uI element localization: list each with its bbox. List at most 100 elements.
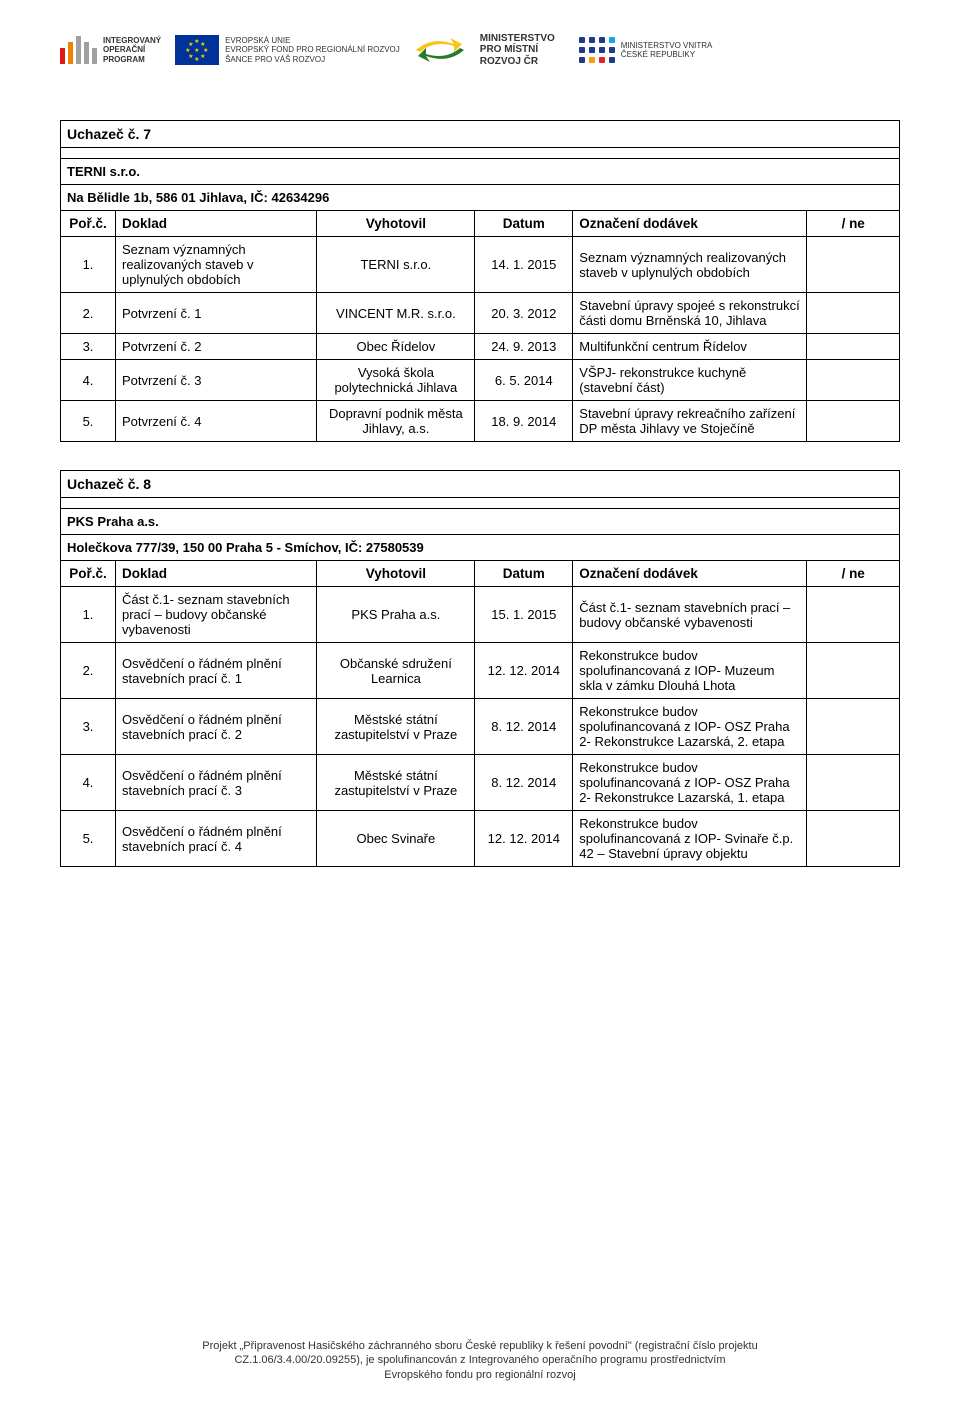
hdr-porc: Poř.č. xyxy=(61,561,116,587)
cell-result xyxy=(807,237,900,293)
cell-doklad: Potvrzení č. 1 xyxy=(116,293,317,334)
cell-vyhotovil: Obec Svinaře xyxy=(317,811,475,867)
hdr-doklad: Doklad xyxy=(116,561,317,587)
cell-datum: 15. 1. 2015 xyxy=(475,587,573,643)
iop-logo: INTEGROVANÝ OPERAČNÍ PROGRAM xyxy=(60,36,161,64)
cell-n: 5. xyxy=(61,401,116,442)
hdr-oznaceni: Označení dodávek xyxy=(573,211,807,237)
cell-vyhotovil: Městské státní zastupitelství v Praze xyxy=(317,699,475,755)
cell-oznaceni: VŠPJ- rekonstrukce kuchyně (stavební čás… xyxy=(573,360,807,401)
cell-n: 1. xyxy=(61,587,116,643)
cell-vyhotovil: Městské státní zastupitelství v Praze xyxy=(317,755,475,811)
cell-result xyxy=(807,755,900,811)
hdr-result: / ne xyxy=(807,561,900,587)
cell-doklad: Potvrzení č. 4 xyxy=(116,401,317,442)
cell-datum: 14. 1. 2015 xyxy=(475,237,573,293)
cell-n: 2. xyxy=(61,293,116,334)
footer: Projekt „Připravenost Hasičského záchran… xyxy=(60,1339,900,1382)
hdr-vyhotovil: Vyhotovil xyxy=(317,561,475,587)
t8-company: PKS Praha a.s. xyxy=(61,509,900,535)
cell-doklad: Část č.1- seznam stavebních prací – budo… xyxy=(116,587,317,643)
cell-vyhotovil: Vysoká škola polytechnická Jihlava xyxy=(317,360,475,401)
cell-n: 2. xyxy=(61,643,116,699)
hdr-datum: Datum xyxy=(475,211,573,237)
cell-doklad: Osvědčení o řádném plnění stavebních pra… xyxy=(116,643,317,699)
hdr-oznaceni: Označení dodávek xyxy=(573,561,807,587)
cell-n: 4. xyxy=(61,755,116,811)
cell-datum: 8. 12. 2014 xyxy=(475,755,573,811)
mvcr-text: MINISTERSTVO VNITRA ČESKÉ REPUBLIKY xyxy=(621,41,713,59)
cell-result xyxy=(807,401,900,442)
cell-vyhotovil: VINCENT M.R. s.r.o. xyxy=(317,293,475,334)
cell-result xyxy=(807,293,900,334)
cell-vyhotovil: TERNI s.r.o. xyxy=(317,237,475,293)
cell-result xyxy=(807,699,900,755)
cell-result xyxy=(807,360,900,401)
cell-doklad: Osvědčení o řádném plnění stavebních pra… xyxy=(116,811,317,867)
table-row: 5.Potvrzení č. 4Dopravní podnik města Ji… xyxy=(61,401,900,442)
eu-flag-icon xyxy=(175,35,219,65)
t7-company: TERNI s.r.o. xyxy=(61,159,900,185)
table-row: 4.Potvrzení č. 3Vysoká škola polytechnic… xyxy=(61,360,900,401)
t7-address: Na Bělidle 1b, 586 01 Jihlava, IČ: 42634… xyxy=(61,185,900,211)
footer-line1: Projekt „Připravenost Hasičského záchran… xyxy=(60,1339,900,1353)
cell-datum: 12. 12. 2014 xyxy=(475,811,573,867)
hdr-result: / ne xyxy=(807,211,900,237)
cell-datum: 20. 3. 2012 xyxy=(475,293,573,334)
cell-n: 3. xyxy=(61,699,116,755)
cell-doklad: Osvědčení o řádném plnění stavebních pra… xyxy=(116,699,317,755)
t7-title: Uchazeč č. 7 xyxy=(61,121,900,148)
table-row: 4.Osvědčení o řádném plnění stavebních p… xyxy=(61,755,900,811)
cell-doklad: Potvrzení č. 2 xyxy=(116,334,317,360)
t8-header-row: Poř.č. Doklad Vyhotovil Datum Označení d… xyxy=(61,561,900,587)
cell-oznaceni: Multifunkční centrum Řídelov xyxy=(573,334,807,360)
footer-line3: Evropského fondu pro regionální rozvoj xyxy=(60,1368,900,1382)
t8-title: Uchazeč č. 8 xyxy=(61,471,900,498)
cell-oznaceni: Část č.1- seznam stavebních prací – budo… xyxy=(573,587,807,643)
cell-vyhotovil: PKS Praha a.s. xyxy=(317,587,475,643)
table-row: 2.Potvrzení č. 1VINCENT M.R. s.r.o.20. 3… xyxy=(61,293,900,334)
table-row: 1.Seznam významných realizovaných staveb… xyxy=(61,237,900,293)
page: INTEGROVANÝ OPERAČNÍ PROGRAM EVROPSKÁ UN… xyxy=(0,0,960,1407)
header-logos: INTEGROVANÝ OPERAČNÍ PROGRAM EVROPSKÁ UN… xyxy=(60,20,900,80)
cell-oznaceni: Rekonstrukce budov spolufinancovaná z IO… xyxy=(573,699,807,755)
cell-vyhotovil: Dopravní podnik města Jihlavy, a.s. xyxy=(317,401,475,442)
cell-doklad: Osvědčení o řádném plnění stavebních pra… xyxy=(116,755,317,811)
table-row: 3.Osvědčení o řádném plnění stavebních p… xyxy=(61,699,900,755)
cell-datum: 12. 12. 2014 xyxy=(475,643,573,699)
cell-oznaceni: Rekonstrukce budov spolufinancovaná z IO… xyxy=(573,643,807,699)
cell-datum: 6. 5. 2014 xyxy=(475,360,573,401)
table-row: 1.Část č.1- seznam stavebních prací – bu… xyxy=(61,587,900,643)
table-row: 2.Osvědčení o řádném plnění stavebních p… xyxy=(61,643,900,699)
cell-vyhotovil: Občanské sdružení Learnica xyxy=(317,643,475,699)
cell-n: 1. xyxy=(61,237,116,293)
cell-oznaceni: Stavební úpravy rekreačního zařízení DP … xyxy=(573,401,807,442)
iop-bars-icon xyxy=(60,36,97,64)
cell-datum: 24. 9. 2013 xyxy=(475,334,573,360)
table-row: 3.Potvrzení č. 2Obec Řídelov24. 9. 2013M… xyxy=(61,334,900,360)
cell-oznaceni: Stavební úpravy spojeé s rekonstrukcí čá… xyxy=(573,293,807,334)
cell-n: 3. xyxy=(61,334,116,360)
cell-vyhotovil: Obec Řídelov xyxy=(317,334,475,360)
cell-result xyxy=(807,587,900,643)
cell-doklad: Seznam významných realizovaných staveb v… xyxy=(116,237,317,293)
mmr-text: MINISTERSTVO PRO MÍSTNÍ ROZVOJ ČR xyxy=(480,33,555,68)
cell-oznaceni: Seznam významných realizovaných staveb v… xyxy=(573,237,807,293)
cell-result xyxy=(807,811,900,867)
cell-oznaceni: Rekonstrukce budov spolufinancovaná z IO… xyxy=(573,811,807,867)
hdr-datum: Datum xyxy=(475,561,573,587)
cell-n: 4. xyxy=(61,360,116,401)
cell-result xyxy=(807,334,900,360)
cell-datum: 8. 12. 2014 xyxy=(475,699,573,755)
iop-text: INTEGROVANÝ OPERAČNÍ PROGRAM xyxy=(103,36,161,64)
footer-line2: CZ.1.06/3.4.00/20.09255), je spolufinanc… xyxy=(60,1353,900,1367)
table-row: 5.Osvědčení o řádném plnění stavebních p… xyxy=(61,811,900,867)
hdr-porc: Poř.č. xyxy=(61,211,116,237)
t7-header-row: Poř.č. Doklad Vyhotovil Datum Označení d… xyxy=(61,211,900,237)
hdr-doklad: Doklad xyxy=(116,211,317,237)
arrow-icon xyxy=(414,32,466,68)
cell-n: 5. xyxy=(61,811,116,867)
hdr-vyhotovil: Vyhotovil xyxy=(317,211,475,237)
mvcr-logo: MINISTERSTVO VNITRA ČESKÉ REPUBLIKY xyxy=(579,37,713,63)
t8-address: Holečkova 777/39, 150 00 Praha 5 - Smích… xyxy=(61,535,900,561)
